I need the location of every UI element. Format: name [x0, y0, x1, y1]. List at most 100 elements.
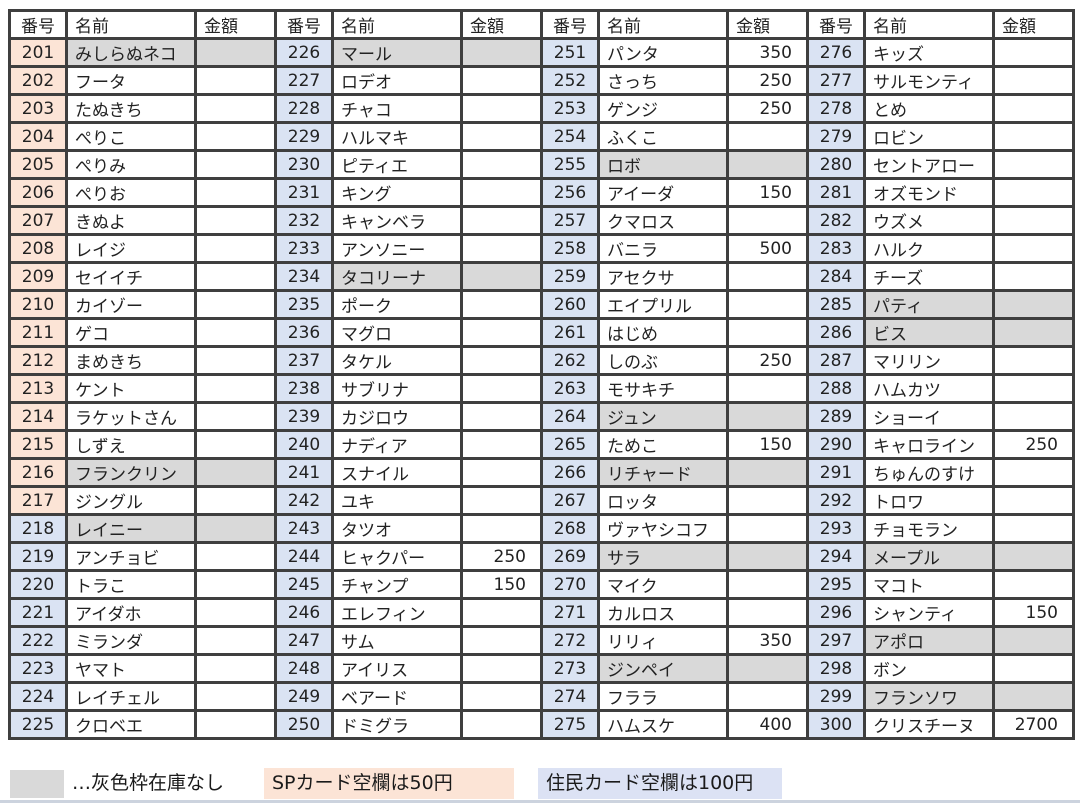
table-row: 204 ぺりこ 229 ハルマキ 254 ふくこ 279 ロビン: [8, 121, 1075, 152]
card-name-cell: ボン: [863, 653, 995, 684]
card-name-cell: ピティエ: [331, 149, 463, 180]
card-name-cell: メープル: [863, 541, 995, 572]
card-price-cell: [460, 485, 543, 516]
card-name-cell: ためこ: [597, 429, 729, 460]
card-name-cell: ロッタ: [597, 485, 729, 516]
card-name-cell: タコリーナ: [331, 261, 463, 292]
card-name-cell: アイリス: [331, 653, 463, 684]
card-price-cell: [460, 121, 543, 152]
card-number-cell: 253: [540, 93, 600, 124]
card-name-cell: ちゅんのすけ: [863, 457, 995, 488]
card-number-cell: 296: [806, 597, 866, 628]
card-number-cell: 217: [8, 485, 68, 516]
number-column-header: 番号: [274, 9, 334, 40]
card-number-cell: 283: [806, 233, 866, 264]
card-price-cell: [992, 37, 1075, 68]
card-name-cell: ぺりお: [65, 177, 197, 208]
card-number-cell: 228: [274, 93, 334, 124]
card-number-cell: 264: [540, 401, 600, 432]
card-number-cell: 265: [540, 429, 600, 460]
card-price-cell: [726, 401, 809, 432]
card-name-cell: アンチョビ: [65, 541, 197, 572]
card-price-cell: [194, 457, 277, 488]
card-name-cell: サラ: [597, 541, 729, 572]
card-name-cell: ロビン: [863, 121, 995, 152]
card-name-cell: ぺりみ: [65, 149, 197, 180]
card-number-cell: 287: [806, 345, 866, 376]
card-price-cell: [992, 681, 1075, 712]
card-number-cell: 291: [806, 457, 866, 488]
card-name-cell: みしらぬネコ: [65, 37, 197, 68]
table-row: 206 ぺりお 231 キング 256 アイーダ 150 281 オズモンド: [8, 177, 1075, 208]
card-price-cell: [194, 317, 277, 348]
table-row: 219 アンチョビ 244 ヒャクパー 250 269 サラ 294 メープル: [8, 541, 1075, 572]
card-price-cell: [194, 177, 277, 208]
card-number-cell: 210: [8, 289, 68, 320]
card-price-cell: [992, 121, 1075, 152]
table-row: 211 ゲコ 236 マグロ 261 はじめ 286 ビス: [8, 317, 1075, 348]
card-number-cell: 268: [540, 513, 600, 544]
card-price-cell: [460, 261, 543, 292]
card-name-cell: トラこ: [65, 569, 197, 600]
card-price-cell: [992, 457, 1075, 488]
card-price-cell: [992, 569, 1075, 600]
card-price-cell: [460, 149, 543, 180]
card-name-cell: レイニー: [65, 513, 197, 544]
card-number-cell: 288: [806, 373, 866, 404]
card-price-cell: [992, 149, 1075, 180]
card-number-cell: 289: [806, 401, 866, 432]
card-number-cell: 202: [8, 65, 68, 96]
card-number-cell: 222: [8, 625, 68, 656]
card-price-cell: 500: [726, 233, 809, 264]
card-price-cell: [460, 401, 543, 432]
card-price-cell: [726, 289, 809, 320]
card-price-cell: [992, 205, 1075, 236]
card-name-cell: マグロ: [331, 317, 463, 348]
card-price-cell: [460, 373, 543, 404]
table-row: 208 レイジ 233 アンソニー 258 バニラ 500 283 ハルク: [8, 233, 1075, 264]
card-price-cell: [194, 513, 277, 544]
card-name-cell: ロボ: [597, 149, 729, 180]
card-name-cell: キャンベラ: [331, 205, 463, 236]
card-name-cell: ロデオ: [331, 65, 463, 96]
card-price-cell: [992, 541, 1075, 572]
card-price-cell: 150: [460, 569, 543, 600]
card-price-cell: [726, 317, 809, 348]
card-name-cell: ヒャクパー: [331, 541, 463, 572]
card-price-cell: [194, 653, 277, 684]
card-number-cell: 284: [806, 261, 866, 292]
card-name-cell: タケル: [331, 345, 463, 376]
table-row: 216 フランクリン 241 スナイル 266 リチャード 291 ちゅんのすけ: [8, 457, 1075, 488]
card-price-cell: [460, 597, 543, 628]
card-name-cell: カルロス: [597, 597, 729, 628]
card-name-cell: セイイチ: [65, 261, 197, 292]
number-column-header: 番号: [806, 9, 866, 40]
card-name-cell: しのぶ: [597, 345, 729, 376]
card-name-cell: スナイル: [331, 457, 463, 488]
card-number-cell: 219: [8, 541, 68, 572]
card-name-cell: シャンティ: [863, 597, 995, 628]
card-name-cell: ジンペイ: [597, 653, 729, 684]
card-price-cell: [194, 121, 277, 152]
card-number-cell: 292: [806, 485, 866, 516]
name-column-header: 名前: [863, 9, 995, 40]
card-number-cell: 237: [274, 345, 334, 376]
card-number-cell: 298: [806, 653, 866, 684]
card-price-cell: [992, 65, 1075, 96]
card-number-cell: 261: [540, 317, 600, 348]
card-name-cell: カジロウ: [331, 401, 463, 432]
card-price-cell: [194, 429, 277, 460]
card-number-cell: 230: [274, 149, 334, 180]
card-number-cell: 208: [8, 233, 68, 264]
card-number-cell: 220: [8, 569, 68, 600]
card-number-cell: 225: [8, 709, 68, 740]
card-name-cell: バニラ: [597, 233, 729, 264]
card-name-cell: カイゾー: [65, 289, 197, 320]
card-price-cell: [726, 457, 809, 488]
card-number-cell: 274: [540, 681, 600, 712]
card-number-cell: 254: [540, 121, 600, 152]
card-price-cell: 250: [726, 345, 809, 376]
card-price-cell: [194, 233, 277, 264]
card-name-cell: リリィ: [597, 625, 729, 656]
card-price-cell: [726, 653, 809, 684]
